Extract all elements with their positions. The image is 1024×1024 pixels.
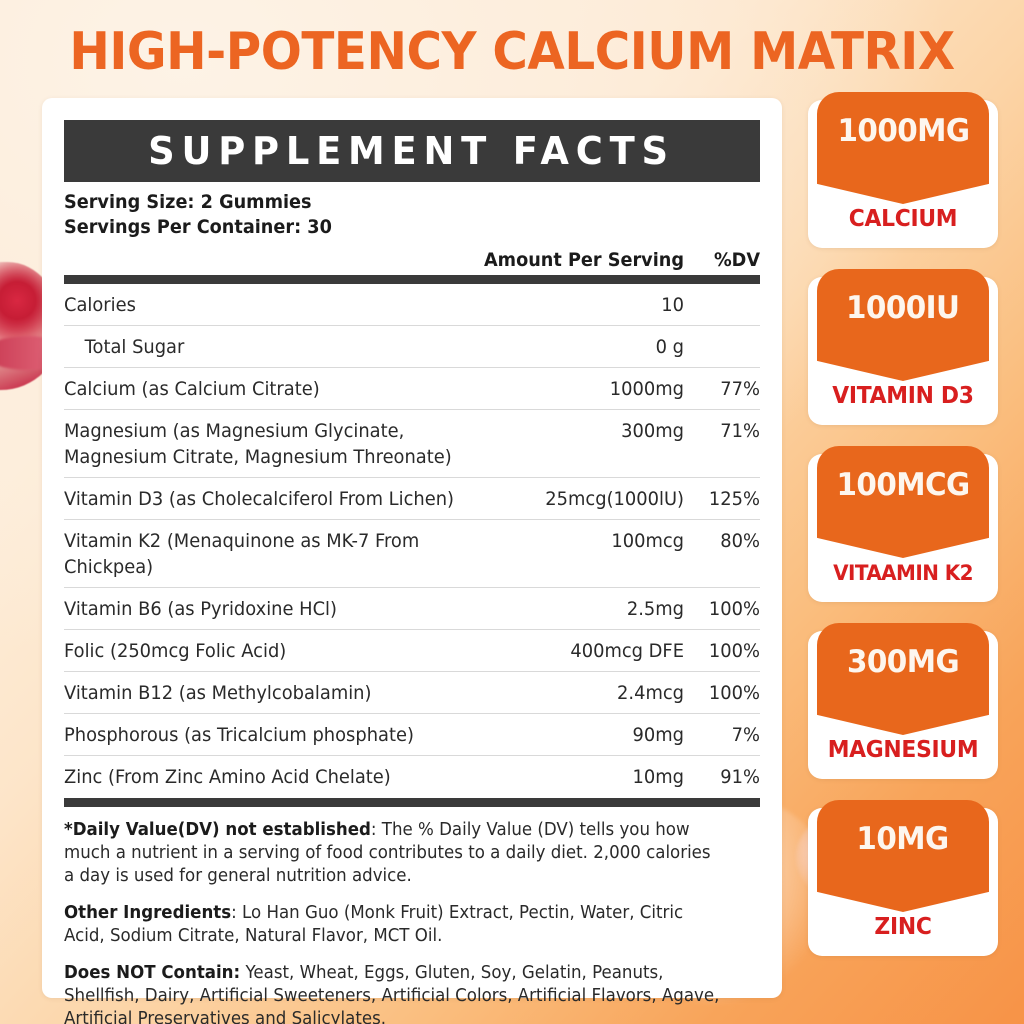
nutrient-amount: 10 — [661, 294, 684, 316]
nutrient-badge-card: 300MG MAGNESIUM — [808, 623, 998, 779]
nutrient-amount: 10mg — [632, 766, 684, 788]
table-row: Phosphorous (as Tricalcium phosphate) 90m… — [64, 714, 760, 756]
nutrient-name: Vitamin D3 (as Cholecalciferol From Lich… — [64, 488, 455, 510]
nutrient-name-label: CALCIUM — [848, 206, 958, 232]
nutrient-percent-dv: 80% — [720, 530, 760, 552]
supplement-facts-header-bar: SUPPLEMENT FACTS — [64, 120, 760, 182]
table-column-headers: Amount Per Serving %DV — [64, 249, 760, 271]
nutrient-percent-dv: 100% — [708, 640, 760, 662]
nutrient-badge-card: 100MCG VITAAMIN K2 — [808, 446, 998, 602]
nutrient-table: Calories 10 Total Sugar 0 g Calcium (as Calc… — [64, 284, 760, 796]
dose-amount-label: 1000MG — [836, 113, 970, 149]
nutrient-name-label: MAGNESIUM — [827, 737, 979, 763]
table-row: Folic (250mcg Folic Acid) 400mcg DFE 100% — [64, 630, 760, 672]
dose-chip: 1000MG — [817, 92, 989, 204]
footnote-text: Yeast, Wheat, Eggs, Gluten, Soy, Gelatin… — [64, 963, 720, 1024]
nutrient-amount: 2.4mcg — [617, 682, 684, 704]
amount-per-serving-header: Amount Per Serving — [483, 249, 684, 271]
nutrient-name-label: VITAMIN D3 — [832, 383, 974, 409]
dose-amount-label: 1000IU — [846, 290, 960, 326]
table-row: Vitamin D3 (as Cholecalciferol From Lich… — [64, 478, 760, 520]
nutrient-name: Calories — [64, 294, 136, 316]
footnote: Other Ingredients: Lo Han Guo (Monk Frui… — [64, 902, 725, 948]
dose-chip: 300MG — [817, 623, 989, 735]
footnote-text: : Lo Han Guo (Monk Fruit) Extract, Pecti… — [64, 903, 684, 946]
nutrient-percent-dv: 77% — [720, 378, 760, 400]
nutrient-amount: 400mcg DFE — [570, 640, 684, 662]
supplement-facts-header-label: SUPPLEMENT FACTS — [148, 129, 676, 173]
serving-size-label: Serving Size: 2 Gummies — [64, 191, 312, 213]
footnote-text: : The % Daily Value (DV) tells you how m… — [64, 820, 711, 886]
nutrient-name: Phosphorous (as Tricalcium phosphate) — [64, 724, 414, 746]
table-row: Magnesium (as Magnesium Glycinate, Magne… — [64, 410, 760, 478]
footnote-label: *Daily Value(DV) not established — [64, 820, 371, 840]
table-bottom-rule — [64, 798, 760, 807]
nutrient-amount: 1000mg — [609, 378, 684, 400]
nutrient-percent-dv: 100% — [708, 598, 760, 620]
dose-amount-label: 100MCG — [836, 467, 970, 503]
dose-amount-label: 10MG — [856, 821, 950, 857]
table-row: Calcium (as Calcium Citrate) 1000mg 77% — [64, 368, 760, 410]
table-row: Total Sugar 0 g — [64, 326, 760, 368]
nutrient-amount: 300mg — [621, 420, 684, 442]
nutrient-badge-card: 10MG ZINC — [808, 800, 998, 956]
table-row: Vitamin B12 (as Methylcobalamin) 2.4mcg 10… — [64, 672, 760, 714]
nutrient-name: Vitamin K2 (Menaquinone as MK-7 From Chi… — [64, 530, 420, 578]
nutrient-name: Vitamin B6 (as Pyridoxine HCl) — [64, 598, 337, 620]
dose-amount-label: 300MG — [846, 644, 960, 680]
nutrient-amount: 100mcg — [611, 530, 684, 552]
nutrient-amount: 90mg — [632, 724, 684, 746]
nutrient-percent-dv: 91% — [720, 766, 760, 788]
nutrient-name: Total Sugar — [84, 336, 185, 358]
table-row: Calories 10 — [64, 284, 760, 326]
table-top-rule — [64, 275, 760, 284]
nutrient-name: Vitamin B12 (as Methylcobalamin) — [64, 682, 372, 704]
nutrient-amount: 2.5mg — [626, 598, 684, 620]
nutrient-badge-card: 1000IU VITAMIN D3 — [808, 269, 998, 425]
nutrient-badge-column: 1000MG CALCIUM 1000IU VITAMIN D3 100MCG VITAA… — [808, 92, 998, 956]
nutrient-name-label: ZINC — [874, 914, 932, 940]
table-row: Vitamin B6 (as Pyridoxine HCl) 2.5mg 100% — [64, 588, 760, 630]
serving-info-block: Serving Size: 2 Gummies Servings Per Con… — [64, 190, 760, 240]
nutrient-name: Zinc (From Zinc Amino Acid Chelate) — [64, 766, 391, 788]
footnote: Does NOT Contain: Yeast, Wheat, Eggs, Gl… — [64, 962, 725, 1024]
nutrient-name: Folic (250mcg Folic Acid) — [64, 640, 287, 662]
table-row: Vitamin K2 (Menaquinone as MK-7 From Chi… — [64, 520, 760, 588]
nutrient-percent-dv: 100% — [708, 682, 760, 704]
page-title: HIGH-POTENCY CALCIUM MATRIX — [69, 22, 955, 82]
nutrient-percent-dv: 7% — [731, 724, 760, 746]
dose-chip: 100MCG — [817, 446, 989, 558]
nutrient-amount: 25mcg(1000lU) — [545, 488, 684, 510]
dose-chip: 10MG — [817, 800, 989, 912]
percent-dv-header: %DV — [713, 249, 760, 271]
nutrient-name: Magnesium (as Magnesium Glycinate, Magne… — [64, 420, 452, 468]
nutrient-badge-card: 1000MG CALCIUM — [808, 92, 998, 248]
nutrient-name-label: VITAAMIN K2 — [833, 561, 973, 585]
footnotes-section: *Daily Value(DV) not established: The % … — [64, 807, 760, 1024]
table-row: Zinc (From Zinc Amino Acid Chelate) 10mg 9… — [64, 756, 760, 796]
footnote-label: Other Ingredients — [64, 903, 232, 923]
servings-per-container-label: Servings Per Container: 30 — [64, 216, 332, 238]
dose-chip: 1000IU — [817, 269, 989, 381]
nutrient-percent-dv: 71% — [720, 420, 760, 442]
nutrient-amount: 0 g — [655, 336, 684, 358]
supplement-facts-panel: SUPPLEMENT FACTS Serving Size: 2 Gummies… — [42, 98, 782, 1024]
footnote: *Daily Value(DV) not established: The % … — [64, 819, 725, 888]
footnote-label: Does NOT Contain: — [64, 963, 241, 983]
nutrient-name: Calcium (as Calcium Citrate) — [64, 378, 320, 400]
nutrient-percent-dv: 125% — [708, 488, 760, 510]
